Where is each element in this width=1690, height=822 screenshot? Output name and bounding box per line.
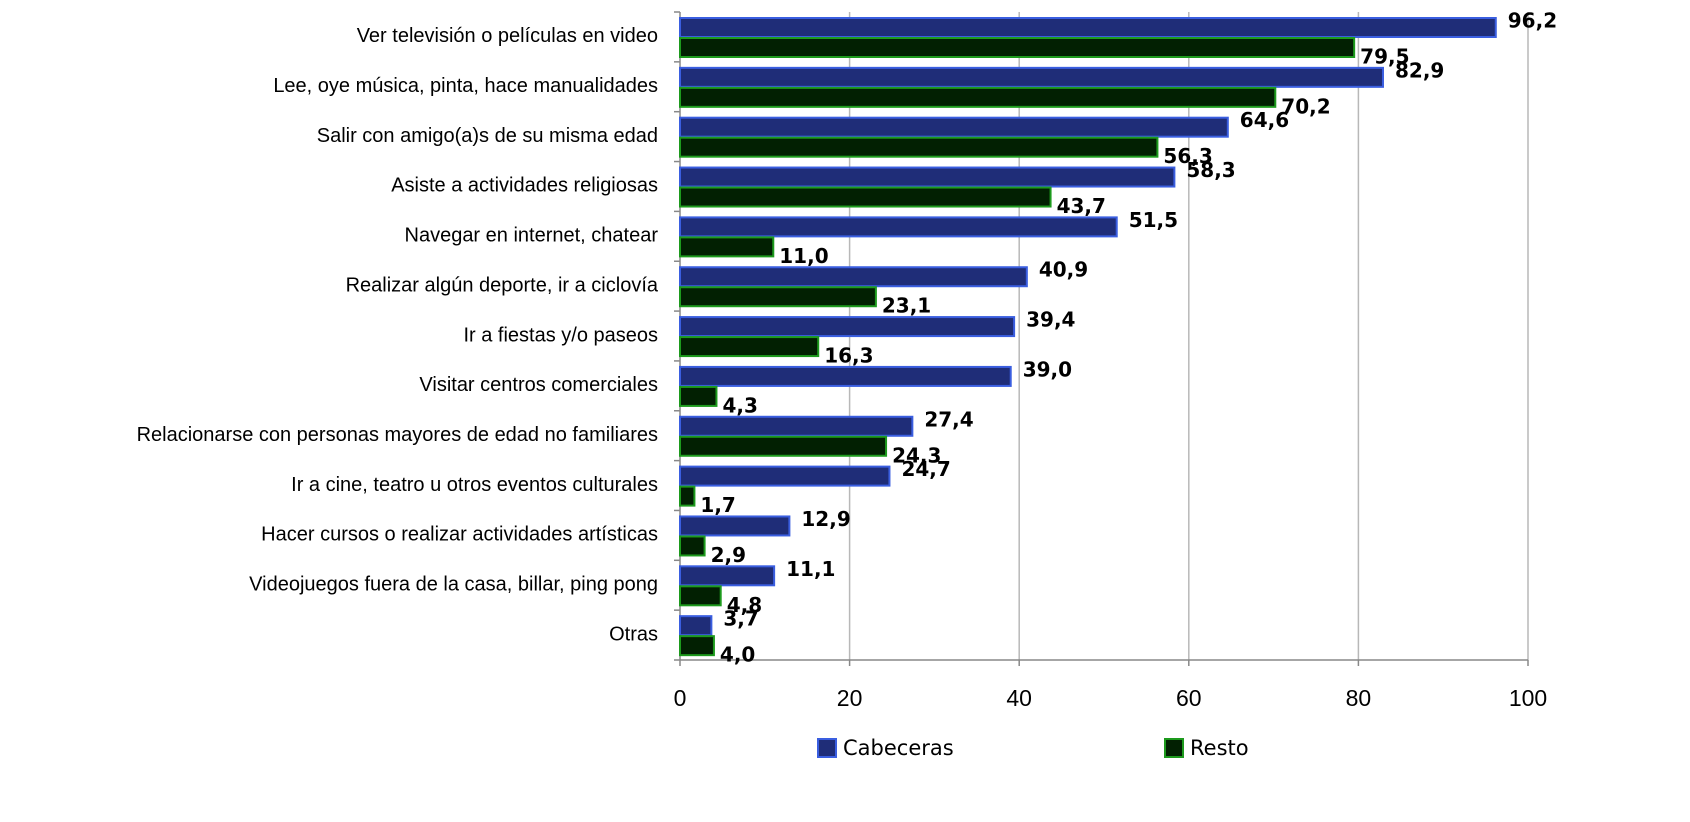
value-label: 58,3 [1186, 158, 1235, 182]
bar [679, 86, 1277, 108]
bar [679, 615, 713, 637]
x-tick-label: 60 [1176, 685, 1202, 711]
bar [679, 385, 718, 407]
value-label: 23,1 [882, 294, 931, 318]
x-tick-label: 20 [837, 685, 863, 711]
bar [679, 37, 1356, 58]
value-label: 4,8 [727, 593, 762, 617]
value-label: 1,7 [700, 493, 735, 517]
value-label: 16,3 [824, 344, 873, 368]
value-label: 64,6 [1240, 108, 1289, 132]
y-tick-label: Videojuegos fuera de la casa, billar, pi… [249, 574, 658, 596]
bar [679, 336, 820, 358]
bar [679, 415, 914, 437]
value-label: 11,1 [786, 557, 835, 581]
bar [679, 17, 1497, 38]
value-label: 11,0 [779, 244, 828, 268]
bar [679, 186, 1052, 208]
value-label: 39,4 [1026, 308, 1075, 332]
y-tick-label: Ver televisión o películas en video [357, 25, 658, 47]
bar [679, 316, 1016, 338]
bar [679, 286, 877, 308]
x-tick-label: 80 [1346, 685, 1372, 711]
y-tick-label: Otras [609, 623, 658, 645]
bar [679, 635, 715, 657]
value-label: 96,2 [1508, 9, 1557, 33]
bar [679, 116, 1229, 138]
value-label: 12,9 [801, 507, 850, 531]
value-label: 27,4 [924, 407, 973, 431]
value-label: 82,9 [1395, 58, 1444, 82]
y-tick-label: Ir a cine, teatro u otros eventos cultur… [291, 474, 658, 496]
bar [679, 535, 706, 557]
bar [679, 236, 775, 258]
x-tick-label: 0 [674, 685, 687, 711]
value-label: 2,9 [711, 543, 746, 567]
legend-label: Resto [1190, 736, 1249, 760]
legend-swatch [817, 738, 837, 758]
y-tick-label: Hacer cursos o realizar actividades artí… [261, 524, 658, 546]
legend-swatch [1164, 738, 1184, 758]
value-label: 24,3 [892, 443, 941, 467]
bar [679, 216, 1118, 238]
bar [679, 266, 1028, 288]
x-tick-label: 40 [1006, 685, 1032, 711]
bar [679, 435, 888, 457]
value-label: 3,7 [723, 607, 758, 631]
value-label: 4,3 [722, 393, 757, 417]
value-label: 70,2 [1281, 94, 1330, 118]
y-tick-label: Visitar centros comerciales [419, 374, 658, 396]
y-tick-label: Salir con amigo(a)s de su misma edad [317, 125, 658, 147]
legend-label: Cabeceras [843, 736, 954, 760]
value-label: 43,7 [1057, 194, 1106, 218]
y-tick-label: Realizar algún deporte, ir a ciclovía [346, 274, 659, 296]
value-label: 24,7 [901, 457, 950, 481]
bar [679, 166, 1176, 188]
y-tick-label: Relacionarse con personas mayores de eda… [137, 424, 658, 446]
bar [679, 465, 891, 487]
bar [679, 585, 722, 607]
y-tick-label: Lee, oye música, pinta, hace manualidade… [273, 75, 658, 97]
x-tick-label: 100 [1509, 685, 1547, 711]
y-tick-label: Navegar en internet, chatear [405, 225, 659, 247]
bar [679, 66, 1384, 88]
bar [679, 485, 696, 507]
value-label: 51,5 [1129, 208, 1178, 232]
value-label: 79,5 [1360, 45, 1409, 69]
y-tick-label: Ir a fiestas y/o paseos [463, 324, 658, 346]
value-label: 39,0 [1023, 357, 1072, 381]
bar [679, 365, 1012, 387]
value-label: 40,9 [1039, 258, 1088, 282]
bar [679, 565, 776, 587]
bar [679, 515, 791, 537]
value-label: 4,0 [720, 643, 755, 667]
value-label: 56,3 [1163, 144, 1212, 168]
bar [679, 136, 1159, 158]
y-tick-label: Asiste a actividades religiosas [391, 175, 658, 197]
